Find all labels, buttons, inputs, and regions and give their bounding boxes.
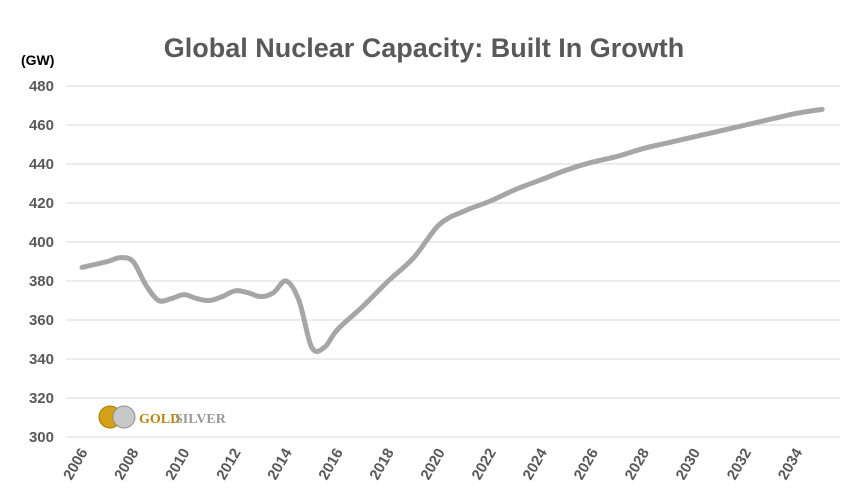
x-tick-label: 2024 (520, 445, 552, 483)
y-tick-label: 340 (29, 351, 54, 368)
x-tick-label: 2014 (264, 445, 296, 483)
unit-label: (GW) (21, 52, 54, 68)
x-tick-label: 2008 (111, 446, 142, 483)
series-line (79, 106, 825, 354)
chart-title: Global Nuclear Capacity: Built In Growth (164, 33, 685, 63)
gridlines (66, 85, 840, 438)
x-tick-label: 2028 (622, 446, 653, 483)
y-tick-label: 400 (29, 234, 54, 251)
x-tick-label: 2006 (60, 446, 91, 483)
series-group (79, 106, 825, 354)
y-tick-label: 420 (29, 195, 54, 212)
y-axis: 300 320 340 360 380 400 420 440 460 480 (29, 78, 54, 446)
x-tick-label: 2010 (162, 446, 193, 483)
silver-coin-icon (112, 405, 136, 429)
x-tick-label: 2030 (673, 446, 704, 483)
y-tick-label: 320 (29, 390, 54, 407)
y-tick-label: 480 (29, 78, 54, 95)
x-tick-label: 2026 (571, 446, 602, 483)
x-tick-label: 2018 (366, 446, 397, 483)
y-tick-label: 440 (29, 156, 54, 173)
y-tick-label: 380 (29, 273, 54, 290)
x-tick-label: 2034 (775, 445, 807, 483)
x-tick-label: 2016 (315, 446, 346, 483)
x-axis: 2006 2008 2010 2012 2014 2016 2018 2020 2022 2024… (60, 445, 806, 483)
y-tick-label: 360 (29, 312, 54, 329)
y-tick-label: 460 (29, 117, 54, 134)
logo-silver-text: SILVER (175, 412, 227, 427)
x-tick-label: 2022 (468, 446, 499, 483)
logo-gold-text: GOLD (139, 412, 180, 427)
x-tick-label: 2012 (213, 446, 244, 483)
x-tick-label: 2020 (417, 446, 448, 483)
y-tick-label: 300 (29, 429, 54, 446)
goldsilver-logo: GOLD SILVER (98, 405, 227, 429)
x-tick-label: 2032 (724, 446, 755, 483)
